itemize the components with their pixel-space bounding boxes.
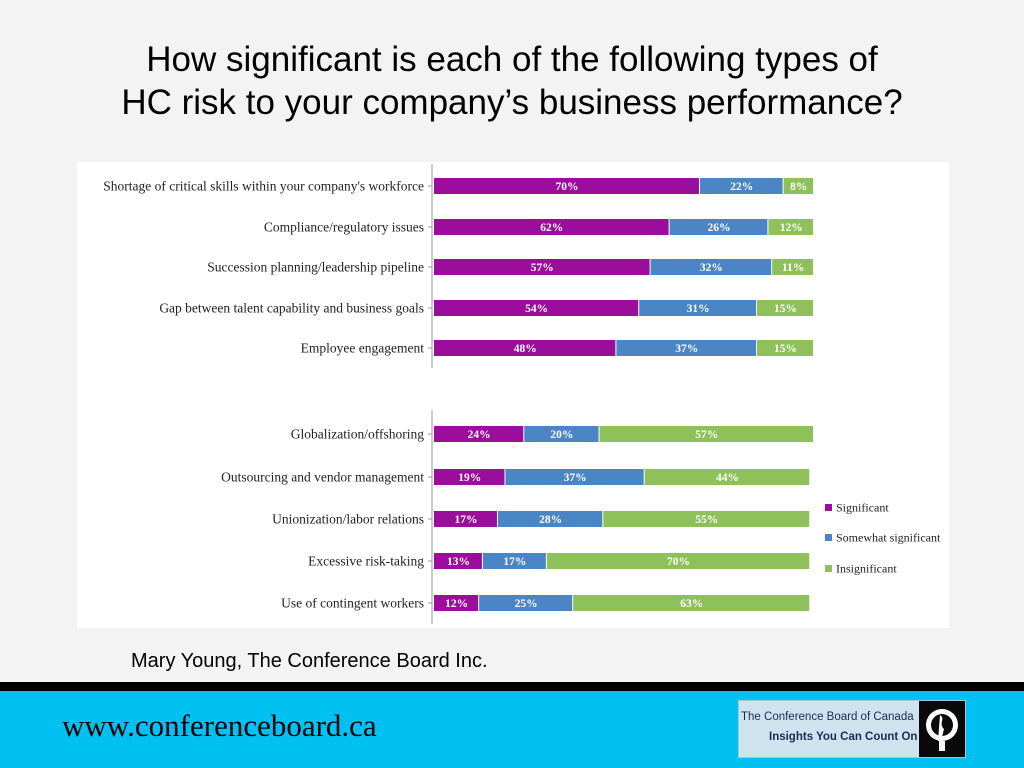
data-label: 63% (680, 598, 703, 610)
bar-segment-insignificant (768, 219, 813, 235)
data-label: 15% (774, 303, 797, 315)
bar-segment-somewhat-significant (616, 340, 756, 356)
category-label: Employee engagement (301, 341, 425, 356)
bar-segment-insignificant (644, 469, 810, 485)
category-label: Unionization/labor relations (272, 512, 424, 527)
data-label: 15% (774, 343, 797, 355)
data-label: 22% (730, 181, 753, 193)
bar-segment-significant (434, 511, 497, 527)
footer-url-link[interactable]: www.conferenceboard.ca (62, 708, 377, 743)
footer-divider (0, 682, 1024, 691)
bar-segment-significant (434, 178, 699, 194)
legend-swatch (825, 504, 832, 511)
category-label: Shortage of critical skills within your … (103, 179, 424, 194)
data-label: 37% (564, 472, 587, 484)
data-label: 54% (525, 303, 548, 315)
category-label: Excessive risk-taking (308, 554, 424, 569)
slide-title-line-1: How significant is each of the following… (146, 40, 878, 79)
data-label: 44% (716, 472, 739, 484)
legend-swatch (825, 534, 832, 541)
bar-segment-insignificant (772, 259, 813, 275)
bar-segment-insignificant (573, 595, 810, 611)
category-label: Globalization/offshoring (291, 427, 424, 442)
data-label: 28% (539, 514, 562, 526)
stacked-bar-chart: Shortage of critical skills within your … (103, 164, 941, 624)
data-label: 26% (708, 222, 731, 234)
category-label: Outsourcing and vendor management (221, 470, 424, 485)
bar-segment-insignificant (757, 340, 813, 356)
data-label: 70% (667, 556, 690, 568)
data-label: 17% (503, 556, 526, 568)
bar-segment-significant (434, 469, 505, 485)
data-label: 37% (675, 343, 698, 355)
legend-label: Somewhat significant (836, 531, 941, 545)
category-label: Compliance/regulatory issues (264, 220, 424, 235)
data-label: 48% (514, 343, 537, 355)
category-label: Succession planning/leadership pipeline (207, 260, 424, 275)
data-label: 57% (695, 429, 718, 441)
legend-label: Insignificant (836, 562, 897, 576)
bar-segment-somewhat-significant (479, 595, 573, 611)
category-label: Use of contingent workers (281, 596, 424, 611)
bar-segment-significant (434, 259, 650, 275)
data-label: 8% (790, 181, 807, 193)
data-label: 31% (687, 303, 710, 315)
bar-segment-significant (434, 426, 524, 442)
legend-swatch (825, 565, 832, 572)
data-label: 57% (531, 262, 554, 274)
data-label: 62% (540, 222, 563, 234)
bar-segment-somewhat-significant (669, 219, 768, 235)
bar-segment-somewhat-significant (639, 300, 756, 316)
bar-segment-insignificant (599, 426, 813, 442)
data-label: 32% (700, 262, 723, 274)
bar-segment-insignificant (783, 178, 813, 194)
data-label: 19% (458, 472, 481, 484)
bar-segment-somewhat-significant (524, 426, 599, 442)
bar-segment-significant (434, 595, 479, 611)
data-label: 24% (468, 429, 491, 441)
category-label: Gap between talent capability and busine… (159, 301, 424, 316)
data-label: 55% (695, 514, 718, 526)
bar-segment-somewhat-significant (497, 511, 603, 527)
data-label: 20% (550, 429, 573, 441)
bar-segment-somewhat-significant (505, 469, 644, 485)
data-label: 12% (445, 598, 468, 610)
data-label: 70% (556, 181, 579, 193)
bar-segment-insignificant (603, 511, 810, 527)
logo-organization-name: The Conference Board of Canada (741, 711, 914, 723)
torch-logo-icon (919, 701, 965, 757)
bar-segment-somewhat-significant (650, 259, 772, 275)
data-label: 12% (780, 222, 803, 234)
logo-tagline: Insights You Can Count On (769, 731, 918, 743)
legend-label: Significant (836, 501, 889, 515)
bar-segment-insignificant (757, 300, 813, 316)
data-label: 17% (454, 514, 477, 526)
data-label: 13% (447, 556, 470, 568)
bar-segment-significant (434, 340, 616, 356)
data-label: 25% (515, 598, 538, 610)
chart-panel: Shortage of critical skills within your … (77, 162, 949, 628)
bar-segment-significant (434, 219, 669, 235)
data-label: 11% (782, 262, 804, 274)
bar-segment-somewhat-significant (482, 553, 546, 569)
slide-title-line-2: HC risk to your company’s business perfo… (121, 83, 903, 122)
slide-title: How significant is each of the following… (0, 38, 1024, 124)
bar-segment-insignificant (546, 553, 810, 569)
bar-segment-significant (434, 553, 482, 569)
bar-segment-somewhat-significant (700, 178, 783, 194)
conference-board-logo: The Conference Board of Canada Insights … (738, 700, 966, 758)
bar-segment-significant (434, 300, 639, 316)
source-credit: Mary Young, The Conference Board Inc. (131, 650, 488, 672)
